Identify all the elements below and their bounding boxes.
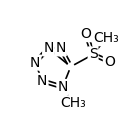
Text: N: N bbox=[55, 41, 66, 55]
Text: N: N bbox=[57, 80, 68, 94]
Text: CH₃: CH₃ bbox=[60, 96, 86, 110]
Text: O: O bbox=[81, 27, 91, 41]
Text: N: N bbox=[37, 74, 47, 88]
Text: S: S bbox=[89, 48, 97, 62]
Text: N: N bbox=[43, 41, 54, 55]
Text: N: N bbox=[30, 56, 40, 70]
Text: CH₃: CH₃ bbox=[93, 31, 119, 45]
Text: O: O bbox=[104, 55, 115, 69]
